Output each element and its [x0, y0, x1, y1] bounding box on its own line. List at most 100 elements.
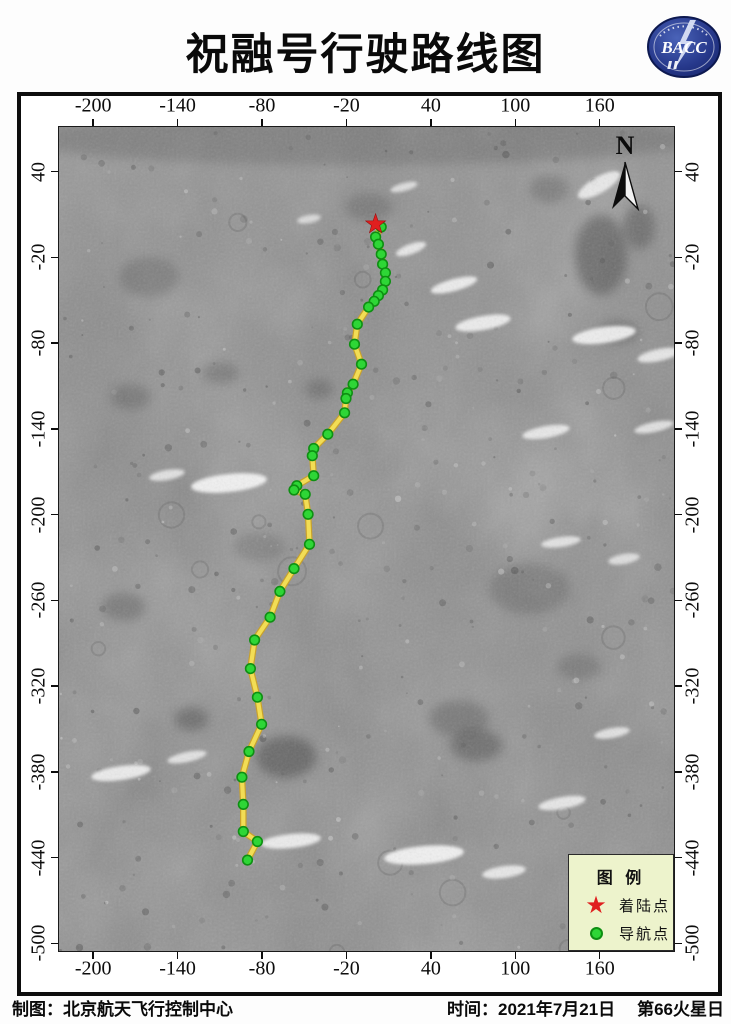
north-arrow: N — [603, 133, 647, 213]
x-axis-tick — [598, 952, 601, 959]
y-axis-tick-label-right: -320 — [681, 667, 704, 705]
x-axis-tick — [176, 119, 179, 126]
x-axis-tick-label-bottom: -140 — [159, 957, 196, 980]
x-axis-tick — [345, 119, 348, 126]
x-axis-tick — [345, 952, 348, 959]
legend-rows: ★ 着陆点导航点 — [569, 892, 673, 944]
footer-credit: 制图：北京航天飞行控制中心 — [12, 1000, 233, 1019]
x-axis-tick — [430, 952, 432, 959]
y-axis-tick-label-right: -200 — [681, 496, 704, 534]
y-axis-tick — [51, 685, 58, 687]
y-axis-tick-label-right: -140 — [681, 410, 704, 448]
nav-point — [302, 508, 314, 520]
y-axis-tick-label-left: -200 — [27, 496, 50, 534]
x-axis-tick-label-top: 100 — [500, 94, 531, 117]
nav-point — [237, 825, 249, 838]
nav-point — [303, 538, 316, 550]
x-axis-tick — [261, 119, 263, 126]
y-axis-tick-label-right: -20 — [681, 244, 704, 271]
x-axis-tick-label-bottom: -200 — [74, 957, 112, 980]
nav-point — [322, 428, 334, 440]
nav-point — [244, 662, 256, 675]
mars-surface — [59, 127, 674, 951]
nav-point — [351, 318, 363, 330]
nav-point — [347, 378, 359, 390]
x-axis-tick-label-top: -80 — [248, 94, 276, 117]
mars-surface-holder — [59, 127, 674, 951]
y-axis-tick-label-right: 40 — [681, 161, 704, 182]
nav-point — [299, 488, 311, 500]
nav-point — [375, 248, 387, 260]
bacc-logo-icon: BACC — [647, 16, 721, 78]
x-axis-tick-label-bottom: -80 — [248, 957, 276, 980]
y-axis-tick — [675, 513, 682, 516]
mars-map: N 图 例 ★ 着陆点导航点 — [58, 126, 675, 952]
star-glyph: ★ — [585, 892, 607, 919]
y-axis-tick-label-left: -80 — [27, 329, 50, 357]
north-arrow-icon — [612, 161, 640, 212]
bacc-logo-text: BACC — [660, 38, 707, 57]
legend-item: ★ 着陆点 — [584, 892, 673, 919]
nav-point-icon — [584, 927, 608, 940]
y-axis-tick — [675, 771, 682, 773]
nav-point — [256, 718, 268, 730]
nav-point — [288, 563, 300, 575]
x-axis-tick-label-top: -140 — [159, 94, 196, 117]
nav-point — [251, 691, 263, 703]
legend-title: 图 例 — [596, 870, 646, 887]
x-axis-tick — [598, 119, 601, 126]
north-label: N — [615, 131, 635, 160]
nav-point — [243, 745, 255, 758]
nav-point — [306, 450, 318, 462]
nav-point — [236, 771, 248, 783]
x-axis-tick — [514, 952, 517, 959]
nav-point — [372, 238, 385, 250]
x-axis-tick-label-top: 160 — [584, 94, 615, 117]
x-axis-tick — [261, 952, 263, 959]
y-axis-tick-label-left: -500 — [27, 925, 50, 962]
nav-point — [288, 484, 300, 496]
legend-item: 导航点 — [584, 923, 673, 944]
x-axis-tick-label-top: 40 — [420, 94, 441, 117]
y-axis-tick-label-right: -380 — [681, 753, 704, 791]
x-axis-tick — [514, 119, 517, 126]
nav-point — [241, 854, 254, 866]
landing-point-icon: ★ — [584, 892, 608, 919]
y-axis-tick-label-left: -320 — [27, 667, 50, 705]
x-axis-tick-label-bottom: 40 — [420, 957, 441, 980]
footer-time: 时间：2021年7月21日 — [447, 1000, 616, 1019]
y-axis-tick — [675, 856, 682, 859]
nav-point — [339, 407, 351, 419]
y-axis-tick — [675, 685, 682, 687]
nav-point — [363, 301, 375, 313]
y-axis-tick-label-left: -440 — [27, 839, 50, 877]
y-axis-tick — [675, 942, 682, 945]
y-axis-tick-label-left: -20 — [27, 244, 50, 271]
x-axis-tick-label-bottom: 160 — [584, 957, 615, 980]
y-axis-tick — [51, 599, 58, 602]
y-axis-tick-label-left: -140 — [27, 410, 50, 448]
y-axis-tick — [51, 256, 58, 259]
nav-point — [251, 835, 263, 848]
legend-item-label: 导航点 — [619, 926, 671, 943]
y-axis-tick-label-left: 40 — [27, 161, 50, 182]
x-axis-tick — [430, 119, 432, 126]
legend-item-label: 着陆点 — [619, 898, 671, 915]
page-title: 祝融号行驶路线图 — [185, 31, 546, 79]
nav-point — [308, 470, 320, 482]
y-axis-tick — [51, 428, 58, 430]
landing-point-star — [364, 212, 387, 234]
nav-point — [274, 585, 286, 598]
y-axis-tick-label-right: -500 — [681, 925, 704, 962]
nav-point — [355, 358, 368, 370]
y-axis-tick — [675, 599, 682, 602]
y-axis-tick — [51, 771, 58, 773]
nav-point — [249, 634, 261, 646]
y-axis-tick-label-right: -440 — [681, 839, 704, 877]
y-axis-tick — [675, 428, 682, 430]
bacc-logo: BACC — [646, 14, 722, 82]
y-axis-tick — [675, 342, 682, 344]
y-axis-tick-label-left: -260 — [27, 582, 50, 619]
x-axis-tick — [92, 952, 94, 959]
y-axis-tick — [51, 170, 58, 173]
